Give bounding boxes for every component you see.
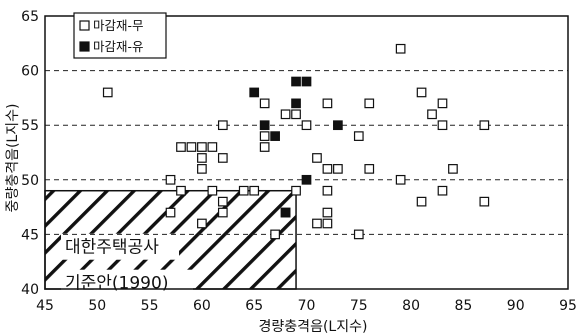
data-point-open: [238, 185, 249, 196]
data-point-open: [291, 109, 301, 120]
data-point-open: [322, 207, 333, 218]
points-layer: [102, 43, 490, 240]
legend: 마감재-무 마감재-유: [73, 12, 167, 59]
data-point-open: [186, 142, 197, 152]
data-point-open: [322, 98, 333, 109]
x-tick-label: 85: [454, 298, 472, 314]
x-tick-label: 95: [559, 298, 577, 314]
data-point-open: [259, 142, 270, 152]
legend-label-series-2: 마감재-유: [93, 39, 144, 54]
data-point-open: [416, 196, 427, 207]
data-point-filled: [333, 120, 343, 131]
data-point-open: [102, 87, 113, 98]
x-tick-label: 55: [141, 298, 159, 314]
data-point-open: [270, 229, 280, 240]
frame-layer: [44, 15, 569, 290]
data-point-open: [479, 196, 490, 207]
data-point-filled: [291, 76, 301, 87]
y-axis-title: 중량충격음(L지수): [5, 104, 21, 213]
x-tick-label: 90: [507, 298, 525, 314]
data-point-open: [197, 142, 207, 152]
y-tick-label: 45: [21, 227, 39, 243]
x-tick-label: 45: [36, 298, 54, 314]
data-point-open: [364, 164, 375, 174]
data-point-filled: [249, 87, 260, 98]
data-point-open: [333, 164, 343, 174]
legend-marker-filled-square: [79, 41, 90, 52]
data-point-open: [291, 185, 301, 196]
data-point-open: [197, 218, 207, 229]
data-point-open: [280, 109, 291, 120]
data-point-open: [322, 164, 333, 174]
data-point-open: [249, 185, 260, 196]
data-point-open: [312, 218, 322, 229]
data-point-open: [301, 120, 312, 131]
data-point-open: [312, 153, 322, 163]
data-point-open: [395, 43, 406, 54]
data-point-open: [217, 120, 228, 131]
data-point-open: [364, 98, 375, 109]
y-tick-label: 40: [21, 282, 39, 298]
x-axis-title: 경량충격음(L지수): [259, 319, 368, 335]
data-point-open: [207, 142, 218, 152]
x-tick-label: 70: [298, 298, 316, 314]
annotation-text-backdrop: [61, 269, 193, 296]
data-point-open: [217, 207, 228, 218]
x-tick-label: 65: [245, 298, 263, 314]
data-point-filled: [301, 76, 312, 87]
legend-label-series-1: 마감재-무: [93, 18, 144, 33]
data-point-filled: [291, 98, 301, 109]
annotation-text-line: 대한주택공사: [65, 238, 159, 258]
y-tick-label: 55: [21, 118, 39, 134]
data-point-open: [165, 207, 176, 218]
data-point-open: [437, 185, 448, 196]
data-point-open: [165, 174, 176, 185]
data-point-open: [416, 87, 427, 98]
data-point-filled: [270, 131, 280, 141]
data-point-open: [479, 120, 490, 131]
annotation-text-line: 기준안(1990): [65, 274, 168, 294]
data-point-open: [176, 142, 186, 152]
data-point-open: [197, 164, 207, 174]
data-point-open: [207, 185, 218, 196]
data-point-filled: [259, 120, 270, 131]
data-point-open: [322, 185, 333, 196]
data-point-open: [353, 229, 364, 240]
data-point-open: [448, 164, 458, 174]
data-point-open: [437, 98, 448, 109]
data-point-open: [217, 196, 228, 207]
data-point-open: [353, 131, 364, 141]
data-point-filled: [280, 207, 291, 218]
data-point-open: [197, 153, 207, 163]
data-point-filled: [301, 174, 312, 185]
legend-marker-open-square: [79, 20, 90, 31]
x-tick-label: 80: [402, 298, 420, 314]
y-tick-label: 60: [21, 64, 39, 80]
x-tick-label: 50: [88, 298, 106, 314]
x-tick-label: 60: [193, 298, 211, 314]
x-tick-label: 75: [350, 298, 368, 314]
data-point-open: [437, 120, 448, 131]
data-point-open: [322, 218, 333, 229]
data-point-open: [217, 153, 228, 163]
y-tick-label: 65: [21, 9, 39, 25]
data-point-open: [395, 174, 406, 185]
annotation-text-backdrop: [61, 233, 179, 260]
data-point-open: [427, 109, 437, 120]
data-point-open: [259, 131, 270, 141]
y-tick-label: 50: [21, 173, 39, 189]
plot-frame: [44, 15, 569, 290]
data-point-open: [259, 98, 270, 109]
data-point-open: [176, 185, 186, 196]
